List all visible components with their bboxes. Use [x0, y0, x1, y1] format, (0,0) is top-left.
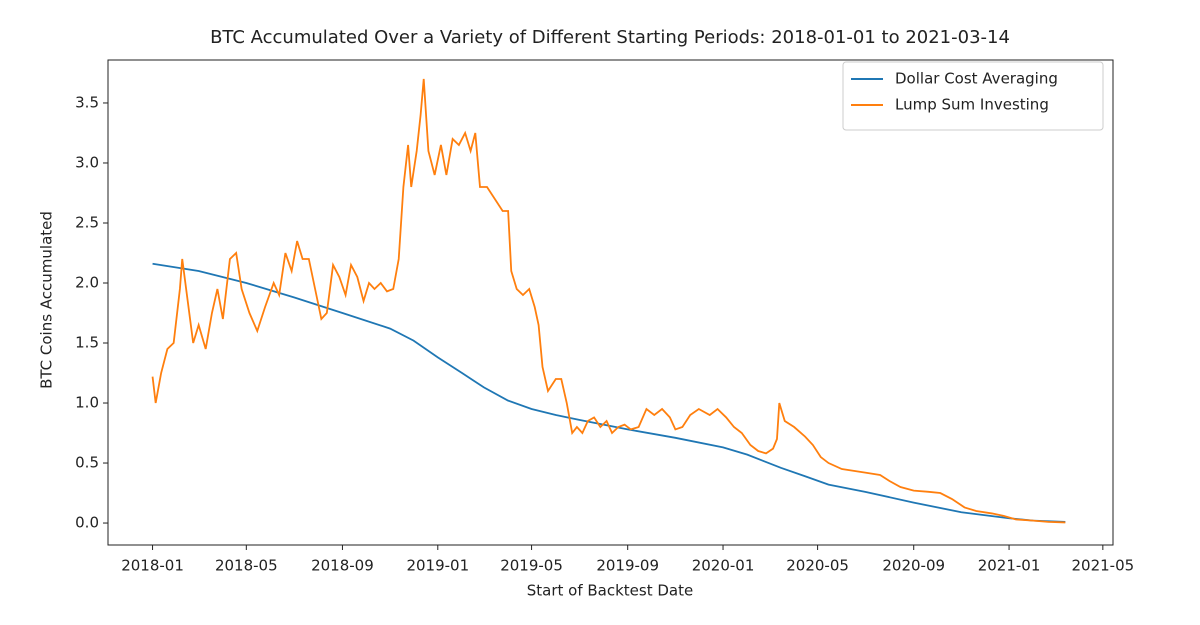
y-tick-label: 2.0 [75, 273, 99, 291]
x-tick-label: 2021-01 [978, 557, 1041, 575]
chart-title: BTC Accumulated Over a Variety of Differ… [210, 27, 1010, 48]
legend-label: Lump Sum Investing [895, 96, 1049, 114]
line-series [151, 78, 1066, 524]
y-tick-label: 3.0 [75, 153, 99, 171]
x-tick-label: 2020-09 [882, 557, 945, 575]
x-tick-label: 2020-05 [786, 557, 849, 575]
x-tick-label: 2018-05 [215, 557, 278, 575]
y-tick-label: 3.5 [75, 93, 99, 111]
y-tick-label: 0.5 [75, 454, 99, 472]
x-tick-label: 2019-05 [500, 557, 563, 575]
x-tick-label: 2020-01 [692, 557, 755, 575]
x-tick-label: 2021-05 [1071, 557, 1134, 575]
y-tick-label: 2.5 [75, 213, 99, 231]
x-tick-label: 2019-09 [596, 557, 659, 575]
x-tick-label: 2018-09 [311, 557, 374, 575]
line-series [152, 262, 1066, 523]
y-tick-label: 1.0 [75, 394, 99, 412]
y-tick-label: 1.5 [75, 334, 99, 352]
x-axis-label: Start of Backtest Date [527, 582, 693, 600]
x-tick-label: 2018-01 [121, 557, 184, 575]
plot-frame [107, 59, 1114, 546]
legend-label: Dollar Cost Averaging [895, 70, 1058, 88]
y-tick-label: 0.0 [75, 514, 99, 532]
legend-box [842, 61, 1104, 131]
y-axis-label: BTC Coins Accumulated [38, 211, 56, 389]
x-tick-label: 2019-01 [406, 557, 469, 575]
